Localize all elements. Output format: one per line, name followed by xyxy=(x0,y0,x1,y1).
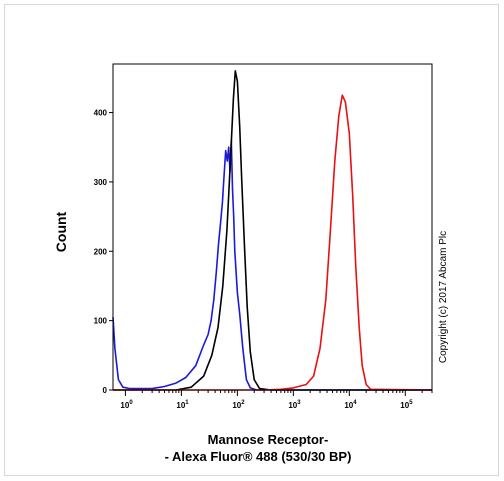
y-axis: 0 100 200 300 400 xyxy=(94,109,113,395)
x-tick-label: 105 xyxy=(400,400,413,410)
y-tick-label: 0 xyxy=(103,386,108,395)
x-axis: 100 101 102 103 104 105 xyxy=(120,390,433,410)
y-tick-label: 100 xyxy=(94,317,108,326)
y-tick-label: 300 xyxy=(94,178,108,187)
x-axis-label-line1: Mannose Receptor- xyxy=(208,432,329,447)
series-line-1 xyxy=(112,139,432,391)
x-tick-label: 101 xyxy=(176,400,189,410)
x-axis-label-line2: - Alexa Fluor® 488 (530/30 BP) xyxy=(165,449,352,464)
series-line-3 xyxy=(113,94,433,391)
series-layer xyxy=(112,70,433,391)
figure-frame xyxy=(4,4,499,476)
copyright-text: Copyright (c) 2017 Abcam Plc xyxy=(438,231,449,363)
y-tick-label: 400 xyxy=(94,109,108,118)
y-tick-label: 200 xyxy=(94,247,108,256)
series-line-2 xyxy=(113,70,432,391)
x-tick-label: 100 xyxy=(120,400,133,410)
x-tick-label: 104 xyxy=(344,400,357,410)
y-axis-label: Count xyxy=(53,211,69,252)
plot-area-border xyxy=(112,63,433,391)
x-tick-label: 102 xyxy=(232,400,245,410)
x-tick-label: 103 xyxy=(288,400,301,410)
